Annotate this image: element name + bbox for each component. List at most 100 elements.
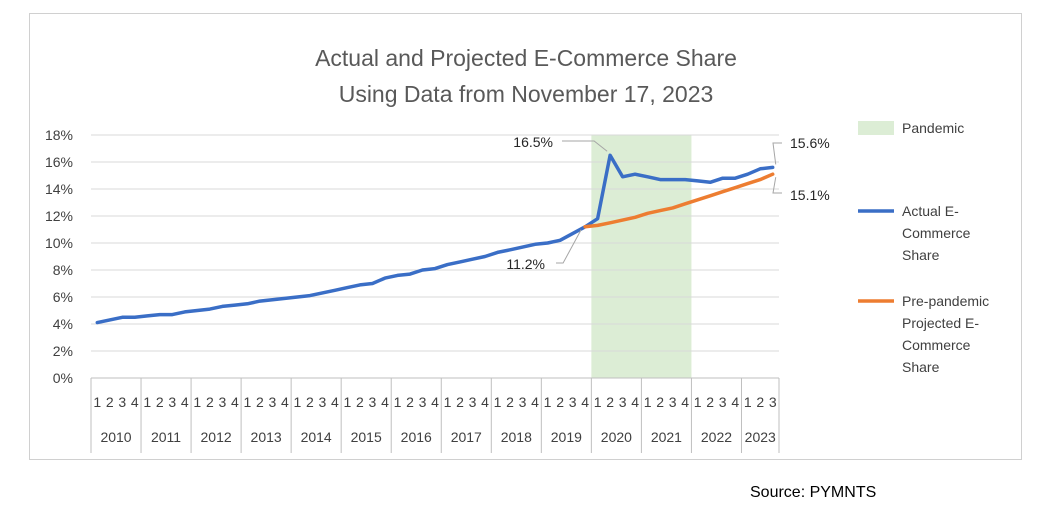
quarter-tick-label: 1: [243, 394, 251, 410]
y-tick-label: 4%: [53, 316, 73, 332]
quarter-tick-label: 2: [306, 394, 314, 410]
year-tick-label: 2022: [701, 429, 732, 445]
quarter-tick-label: 4: [331, 394, 339, 410]
year-tick-label: 2021: [651, 429, 682, 445]
quarter-tick-label: 3: [168, 394, 176, 410]
year-tick-label: 2012: [201, 429, 232, 445]
year-tick-label: 2013: [251, 429, 282, 445]
quarter-tick-label: 3: [319, 394, 327, 410]
chart-frame: [29, 13, 1022, 460]
quarter-tick-label: 3: [118, 394, 126, 410]
quarter-tick-label: 1: [93, 394, 101, 410]
projected-share-line: [583, 172, 775, 229]
y-tick-label: 10%: [45, 235, 73, 251]
quarter-tick-label: 1: [594, 394, 602, 410]
quarter-tick-label: 3: [369, 394, 377, 410]
quarter-tick-label: 4: [131, 394, 139, 410]
quarter-tick-label: 2: [556, 394, 564, 410]
quarter-tick-label: 3: [669, 394, 677, 410]
leader-line: [556, 229, 582, 264]
source-note: Source: PYMNTS: [750, 484, 877, 501]
actual-share-line: [95, 153, 775, 325]
quarter-tick-label: 1: [444, 394, 452, 410]
data-label: 15.6%: [790, 135, 830, 151]
year-tick-label: 2020: [601, 429, 632, 445]
quarter-tick-label: 4: [531, 394, 539, 410]
quarter-tick-label: 4: [581, 394, 589, 410]
quarter-tick-label: 3: [519, 394, 527, 410]
quarter-tick-label: 4: [181, 394, 189, 410]
chart-title-line-2: Using Data from November 17, 2023: [338, 81, 714, 107]
quarter-tick-label: 4: [281, 394, 289, 410]
quarter-tick-label: 3: [769, 394, 777, 410]
quarter-tick-label: 3: [469, 394, 477, 410]
leader-line: [772, 142, 782, 165]
y-tick-label: 18%: [45, 127, 73, 143]
quarter-tick-label: 1: [544, 394, 552, 410]
data-label: 15.1%: [790, 187, 830, 203]
y-tick-label: 0%: [53, 370, 73, 386]
year-tick-label: 2017: [451, 429, 482, 445]
legend-label: Projected E-: [902, 315, 979, 331]
year-tick-label: 2010: [100, 429, 131, 445]
quarter-tick-label: 2: [706, 394, 714, 410]
quarter-tick-label: 1: [744, 394, 752, 410]
y-tick-label: 12%: [45, 208, 73, 224]
year-tick-label: 2015: [351, 429, 382, 445]
quarter-tick-label: 4: [731, 394, 739, 410]
legend-label: Share: [902, 359, 940, 375]
quarter-tick-label: 1: [694, 394, 702, 410]
quarter-tick-label: 3: [619, 394, 627, 410]
quarter-tick-label: 2: [206, 394, 214, 410]
y-tick-label: 6%: [53, 289, 73, 305]
legend-label: Pre-pandemic: [902, 293, 989, 309]
year-tick-label: 2018: [501, 429, 532, 445]
quarter-tick-label: 4: [481, 394, 489, 410]
legend-label: Share: [902, 247, 940, 263]
year-tick-label: 2011: [151, 429, 181, 445]
leader-line: [562, 140, 608, 152]
quarter-tick-label: 2: [256, 394, 264, 410]
data-label: 11.2%: [506, 256, 545, 272]
quarter-tick-label: 1: [294, 394, 302, 410]
year-tick-label: 2019: [551, 429, 582, 445]
legend-pandemic-label: Pandemic: [902, 120, 964, 136]
quarter-tick-label: 3: [218, 394, 226, 410]
legend-label: Commerce: [902, 337, 971, 353]
quarter-tick-label: 2: [756, 394, 764, 410]
quarter-tick-label: 2: [406, 394, 414, 410]
legend-label: Actual E-: [902, 203, 959, 219]
quarter-tick-label: 4: [681, 394, 689, 410]
quarter-tick-label: 1: [394, 394, 402, 410]
year-tick-label: 2023: [745, 429, 776, 445]
leader-line: [772, 177, 782, 194]
y-tick-label: 14%: [45, 181, 73, 197]
quarter-tick-label: 1: [644, 394, 652, 410]
quarter-tick-label: 4: [231, 394, 239, 410]
quarter-tick-label: 4: [631, 394, 639, 410]
quarter-tick-label: 3: [419, 394, 427, 410]
quarter-tick-label: 2: [456, 394, 464, 410]
year-tick-label: 2016: [401, 429, 432, 445]
quarter-tick-label: 3: [569, 394, 577, 410]
quarter-tick-label: 4: [431, 394, 439, 410]
y-tick-label: 8%: [53, 262, 73, 278]
year-tick-label: 2014: [301, 429, 332, 445]
legend-label: Commerce: [902, 225, 971, 241]
quarter-tick-label: 3: [719, 394, 727, 410]
quarter-tick-label: 1: [143, 394, 151, 410]
chart-title-line-1: Actual and Projected E-Commerce Share: [315, 45, 737, 71]
quarter-tick-label: 2: [606, 394, 614, 410]
y-tick-label: 16%: [45, 154, 73, 170]
quarter-tick-label: 2: [356, 394, 364, 410]
quarter-tick-label: 1: [344, 394, 352, 410]
quarter-tick-label: 3: [268, 394, 276, 410]
quarter-tick-label: 2: [106, 394, 114, 410]
data-label: 16.5%: [513, 134, 553, 150]
quarter-tick-label: 2: [156, 394, 164, 410]
quarter-tick-label: 4: [381, 394, 389, 410]
quarter-tick-label: 2: [506, 394, 514, 410]
quarter-tick-label: 1: [193, 394, 201, 410]
legend-pandemic-swatch: [858, 121, 894, 135]
